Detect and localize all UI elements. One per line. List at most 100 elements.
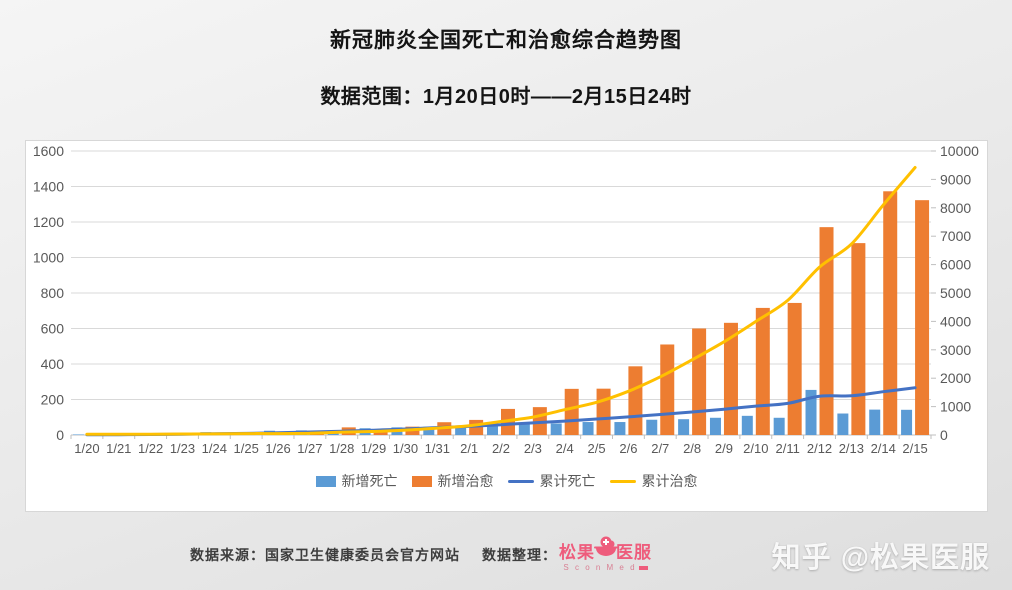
trend-combo-chart: 0 200 400 600 800 1000 1200 1400 1600 0 1000 2000 30… [33, 143, 979, 456]
left-axis-label: 1200 [33, 214, 64, 230]
x-axis-label: 2/6 [619, 441, 637, 456]
bar-new_cures-2/5 [596, 388, 611, 435]
right-axis-label: 9000 [940, 171, 971, 187]
x-axis-label: 1/22 [138, 441, 163, 456]
songguo-brand: 松果 医服 S c o n M e d [559, 536, 652, 572]
bar-new_deaths-2/5 [582, 422, 594, 435]
x-axis-label: 2/10 [743, 441, 768, 456]
bar-new_deaths-2/14 [869, 409, 881, 435]
left-axis-label: 1600 [33, 143, 64, 159]
brand-tagline-text: S c o n M e d [563, 563, 637, 572]
legend-item-cum_cures: 累计治愈 [609, 471, 698, 491]
legend-item-new_deaths: 新增死亡 [315, 471, 398, 491]
brand-name-row: 松果 医服 [559, 536, 652, 563]
chart-subtitle: 数据范围：1月20日0时——2月15日24时 [320, 86, 692, 108]
bar-new_cures-2/14 [883, 191, 898, 435]
bar-new_cures-2/11 [787, 302, 802, 435]
brand-tagline-badge [638, 565, 648, 570]
legend-swatch-cum_cures [609, 479, 636, 483]
x-axis-label: 2/12 [807, 441, 832, 456]
bar-new_deaths-2/13 [837, 413, 849, 435]
x-axis-label: 1/31 [425, 441, 450, 456]
x-axis-label: 1/23 [170, 441, 195, 456]
bar-new_deaths-2/1 [455, 427, 467, 435]
right-axis-label: 7000 [940, 228, 971, 244]
bar-new_deaths-2/7 [646, 419, 658, 435]
bar-new_deaths-2/12 [805, 389, 817, 435]
x-axis-label: 2/3 [524, 441, 542, 456]
y-gridlines [71, 150, 931, 436]
bar-new_deaths-1/20 [72, 434, 84, 435]
bar-new_cures-2/15 [915, 200, 930, 435]
x-axis-label: 2/14 [871, 441, 896, 456]
left-axis-label: 400 [41, 356, 65, 372]
left-axis-labels: 0 200 400 600 800 1000 1200 1400 1600 [33, 143, 64, 443]
x-axis-label: 1/24 [202, 441, 227, 456]
right-axis-label: 6000 [940, 257, 971, 273]
chart-title: 新冠肺炎全国死亡和治愈综合趋势图 [330, 29, 682, 52]
x-axis-ticks [70, 435, 932, 439]
bar-new_deaths-2/11 [773, 417, 785, 435]
bar-new_deaths-2/8 [678, 419, 690, 435]
right-axis-label: 3000 [940, 342, 971, 358]
right-axis-labels: 0 1000 2000 3000 4000 5000 6000 7000 8000 9000 100… [931, 143, 979, 443]
right-axis-label: 8000 [940, 200, 971, 216]
bar-new_cures-2/13 [851, 243, 866, 435]
bar-new_cures-2/7 [660, 344, 675, 435]
bar-new_cures-2/12 [819, 227, 834, 435]
data-source-label: 数据来源：国家卫生健康委员会官方网站 [190, 547, 460, 563]
x-axis-label: 2/15 [902, 441, 927, 456]
x-axis-label: 2/1 [460, 441, 478, 456]
x-axis-label: 2/4 [556, 441, 574, 456]
legend-item-new_cures: 新增治愈 [411, 471, 494, 491]
bar-new_deaths-2/9 [709, 417, 721, 435]
bars-new_deaths [72, 389, 913, 435]
left-axis-label: 600 [41, 321, 65, 337]
footer: 数据来源：国家卫生健康委员会官方网站 数据整理： 松果 医服 S c o n M… [0, 536, 1012, 584]
legend-swatch-cum_deaths [507, 479, 534, 483]
legend-label-new_deaths: 新增死亡 [341, 473, 398, 489]
right-axis-label: 5000 [940, 285, 971, 301]
bar-new_cures-2/8 [692, 328, 707, 435]
x-axis-label: 1/30 [393, 441, 418, 456]
legend-swatch-new_deaths [315, 475, 336, 487]
right-axis-label: 10000 [940, 143, 979, 159]
right-axis-label: 2000 [940, 370, 971, 386]
legend-item-cum_deaths: 累计死亡 [507, 471, 596, 491]
right-axis-label: 1000 [940, 399, 971, 415]
right-axis-label: 0 [940, 427, 948, 443]
data-organizer-label: 数据整理： [482, 547, 557, 563]
legend-swatch-new_cures [411, 475, 432, 487]
bar-new_cures-1/29 [373, 431, 388, 435]
x-axis-labels: 1/20 1/21 1/22 1/23 1/24 1/25 1/26 1/27 1/28 1/29… [74, 441, 927, 456]
right-axis-label: 4000 [940, 313, 971, 329]
brand-name-left: 松果 [559, 543, 595, 562]
x-axis-label: 2/2 [492, 441, 510, 456]
songguo-pot-icon [594, 536, 618, 556]
legend-label-cum_deaths: 累计死亡 [539, 473, 596, 489]
x-axis-label: 2/9 [715, 441, 733, 456]
legend-label-new_cures: 新增治愈 [437, 473, 494, 489]
bar-new_deaths-1/31 [423, 426, 435, 435]
x-axis-label: 1/28 [329, 441, 354, 456]
bar-new_deaths-2/10 [741, 415, 753, 435]
zhihu-watermark: 知乎 @松果医服 [771, 542, 990, 574]
legend-label-cum_cures: 累计治愈 [641, 473, 698, 489]
x-axis-label: 1/27 [297, 441, 322, 456]
x-axis-label: 2/11 [775, 441, 799, 456]
x-axis-label: 1/25 [234, 441, 259, 456]
bar-new_deaths-2/3 [518, 423, 530, 435]
chart-card: 0 200 400 600 800 1000 1200 1400 1600 0 1000 2000 30… [25, 140, 988, 512]
trend-line-cum_cures [85, 166, 917, 436]
bar-new_deaths-2/2 [487, 424, 498, 435]
x-axis-label: 2/13 [839, 441, 864, 456]
left-axis-label: 1400 [33, 179, 64, 195]
left-axis-label: 200 [41, 392, 65, 408]
bar-new_deaths-2/6 [614, 422, 626, 435]
x-axis-label: 1/29 [361, 441, 386, 456]
x-axis-label: 1/26 [265, 441, 290, 456]
bar-new_cures-2/4 [564, 388, 579, 435]
bar-new_deaths-2/15 [901, 409, 913, 435]
left-axis-label: 800 [41, 285, 65, 301]
